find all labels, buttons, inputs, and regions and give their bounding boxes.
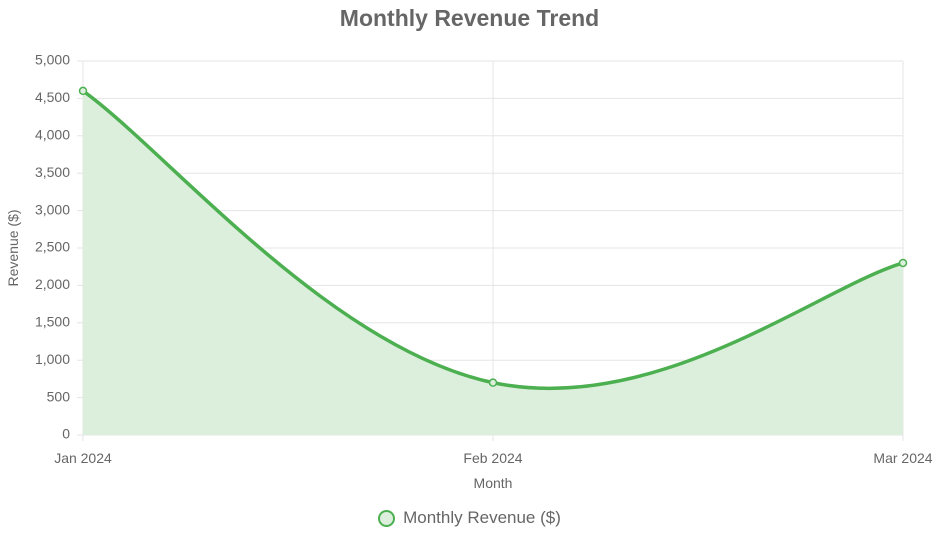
y-tick-label: 4,500 (35, 89, 70, 105)
data-points (78, 86, 908, 387)
data-point (488, 378, 498, 387)
legend-swatch (378, 509, 396, 527)
y-tick-label: 3,000 (35, 201, 70, 217)
y-tick-label: 500 (47, 388, 71, 404)
y-tick-label: 0 (62, 426, 70, 442)
x-tick-label: Mar 2024 (873, 450, 932, 466)
legend: Monthly Revenue ($) (0, 508, 939, 528)
y-tick-label: 1,500 (35, 314, 70, 330)
x-tick-labels: Jan 2024 Feb 2024 Mar 2024 (54, 450, 933, 466)
y-tick-label: 2,000 (35, 276, 70, 292)
series-area-fill (83, 90, 903, 436)
y-tick-label: 4,000 (35, 127, 70, 143)
y-tick-label: 1,000 (35, 351, 70, 367)
x-tick-label: Feb 2024 (463, 450, 522, 466)
data-point (898, 258, 908, 268)
x-axis-label: Month (474, 475, 513, 491)
y-tick-label: 3,500 (35, 164, 70, 180)
chart-title: Monthly Revenue Trend (339, 5, 600, 31)
data-point (78, 86, 88, 96)
y-tick-label: 5,000 (35, 52, 70, 68)
x-tick-label: Jan 2024 (54, 450, 112, 466)
y-tick-labels: 0 500 1,000 1,500 2,000 2,500 3,000 3,500 4,000 4… (35, 52, 70, 442)
y-axis-label: Revenue ($) (5, 209, 21, 286)
y-tick-label: 2,500 (35, 239, 70, 255)
legend-label: Monthly Revenue ($) (403, 508, 561, 527)
